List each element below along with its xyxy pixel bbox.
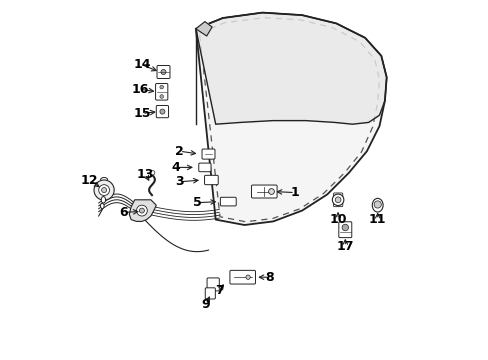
Text: 17: 17 — [336, 240, 353, 253]
Text: 6: 6 — [120, 206, 128, 219]
FancyBboxPatch shape — [338, 222, 351, 238]
Polygon shape — [196, 13, 386, 225]
Text: 15: 15 — [133, 107, 150, 120]
Circle shape — [335, 197, 340, 203]
Circle shape — [245, 275, 250, 279]
Text: 5: 5 — [193, 196, 202, 209]
FancyBboxPatch shape — [199, 163, 211, 172]
Circle shape — [139, 208, 144, 213]
FancyBboxPatch shape — [206, 278, 219, 291]
Circle shape — [99, 185, 109, 195]
Circle shape — [150, 171, 155, 175]
FancyBboxPatch shape — [229, 270, 255, 284]
Circle shape — [160, 109, 164, 114]
Circle shape — [160, 85, 163, 89]
FancyBboxPatch shape — [205, 288, 215, 299]
Polygon shape — [129, 200, 156, 221]
Polygon shape — [196, 22, 212, 36]
Text: 2: 2 — [175, 145, 183, 158]
Circle shape — [160, 95, 163, 98]
Circle shape — [332, 194, 343, 206]
Text: 11: 11 — [368, 213, 386, 226]
Polygon shape — [196, 13, 386, 124]
Ellipse shape — [101, 203, 104, 209]
FancyBboxPatch shape — [156, 105, 168, 118]
FancyBboxPatch shape — [220, 197, 236, 206]
Text: 13: 13 — [137, 168, 154, 181]
Circle shape — [161, 69, 166, 75]
Text: 7: 7 — [215, 284, 223, 297]
Text: 16: 16 — [131, 83, 148, 96]
Text: 1: 1 — [290, 186, 299, 199]
FancyBboxPatch shape — [251, 185, 277, 198]
FancyBboxPatch shape — [204, 175, 218, 185]
Text: 8: 8 — [265, 271, 273, 284]
Text: 9: 9 — [201, 298, 210, 311]
FancyBboxPatch shape — [157, 66, 170, 78]
FancyBboxPatch shape — [202, 149, 215, 159]
FancyBboxPatch shape — [155, 84, 167, 100]
Text: 3: 3 — [175, 175, 183, 188]
Circle shape — [136, 205, 147, 216]
Circle shape — [373, 201, 381, 208]
Text: 10: 10 — [329, 213, 346, 226]
Circle shape — [342, 224, 348, 231]
Text: 4: 4 — [171, 161, 180, 174]
Circle shape — [268, 189, 274, 194]
Ellipse shape — [101, 197, 105, 203]
Circle shape — [102, 188, 106, 193]
Text: 14: 14 — [133, 58, 150, 71]
Text: 12: 12 — [81, 174, 98, 186]
Circle shape — [94, 180, 114, 200]
Ellipse shape — [371, 198, 382, 212]
